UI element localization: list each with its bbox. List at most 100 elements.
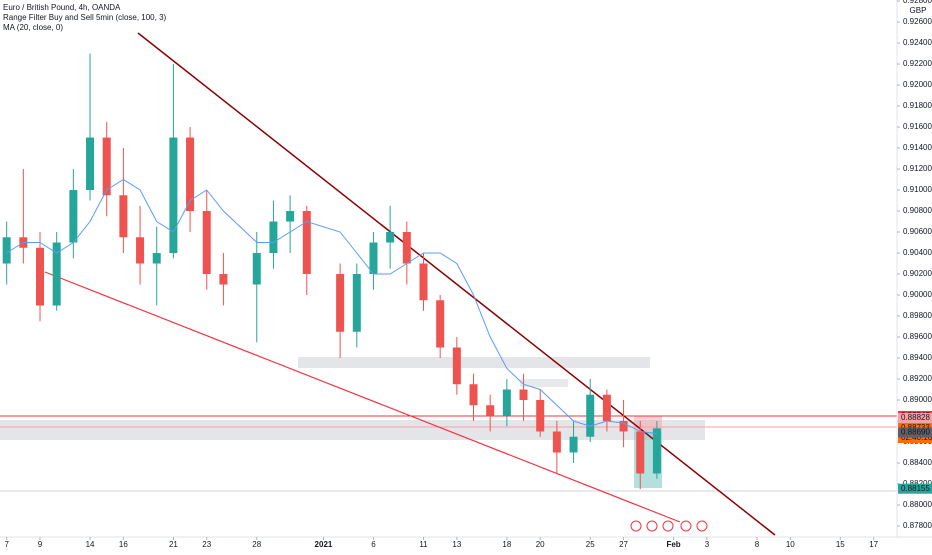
y-tick-label: 0.90000	[903, 290, 932, 299]
x-tick-label: 7	[4, 540, 9, 549]
candle-body	[636, 431, 645, 474]
toolbar-icons	[630, 520, 708, 532]
icon	[696, 520, 708, 532]
candle-body	[652, 428, 661, 474]
trend-line	[137, 32, 776, 536]
x-tick-label: 28	[252, 540, 261, 549]
price-tag	[898, 413, 932, 424]
price-tag-label: 0.88690	[901, 428, 930, 437]
x-tick-label: 6	[371, 540, 376, 549]
y-tick-label: 0.92400	[903, 38, 932, 47]
x-tick-label: 17	[869, 540, 878, 549]
y-tick-label: 0.92800	[903, 0, 932, 5]
legend-indicator: Range Filter Buy and Sell 5min (close, 1…	[3, 13, 167, 22]
candle-body	[519, 389, 528, 400]
trend-line	[44, 271, 681, 523]
x-tick-label: 15	[836, 540, 845, 549]
candle-body	[586, 394, 595, 437]
candle-body	[569, 436, 578, 453]
x-tick-label: 9	[38, 540, 43, 549]
x-tick-label: 23	[202, 540, 211, 549]
x-tick-label: 21	[169, 540, 178, 549]
candle-body	[136, 237, 145, 264]
legend: Euro / British Pound, 4h, OANDA Range Fi…	[3, 3, 167, 32]
y-tick-label: 0.92200	[903, 59, 932, 68]
y-tick-label: 0.90400	[903, 248, 932, 257]
y-tick-label: 0.92600	[903, 17, 932, 26]
candle-body	[436, 300, 445, 348]
candle-body	[119, 195, 128, 238]
x-tick-label: 20	[536, 540, 545, 549]
y-tick-label: 0.91600	[903, 122, 932, 131]
candle-body	[152, 253, 161, 264]
icon	[662, 520, 674, 532]
y-tick-label: 0.89800	[903, 311, 932, 320]
ma-line	[6, 178, 657, 435]
candle-body	[486, 405, 495, 416]
y-tick-label: 0.87800	[903, 521, 932, 530]
x-tick-label: 13	[452, 540, 461, 549]
y-tick-label: 0.88400	[903, 458, 932, 467]
candle-body	[602, 394, 611, 421]
candle-body	[469, 384, 478, 406]
zone	[520, 379, 568, 387]
candle-body	[552, 431, 561, 453]
icon	[646, 520, 658, 532]
candle-body	[69, 190, 78, 243]
candle-body	[169, 137, 178, 254]
plot	[2, 53, 661, 490]
x-tick-label: 14	[86, 540, 95, 549]
candle-body	[536, 399, 545, 432]
candle-body	[302, 211, 311, 275]
price-tag-label: 0.88828	[901, 413, 930, 422]
candle-body	[369, 242, 378, 275]
y-tick-label: 0.90200	[903, 269, 932, 278]
countdown-bg	[898, 433, 932, 444]
candle-body	[52, 242, 61, 306]
y-tick-label: 0.89600	[903, 332, 932, 341]
y-tick-label: 0.88000	[903, 500, 932, 509]
y-tick-label: 0.91000	[903, 185, 932, 194]
price-tag	[898, 483, 932, 494]
x-tick-label: 11	[419, 540, 428, 549]
y-tick-label: 0.91200	[903, 164, 932, 173]
candle-body	[252, 253, 261, 285]
x-tick-label: 3	[705, 540, 710, 549]
zone	[298, 357, 650, 368]
y-tick-label: 0.92000	[903, 80, 932, 89]
zone	[0, 420, 705, 440]
icon	[630, 520, 642, 532]
candle-body	[86, 137, 95, 191]
candle-body	[286, 211, 295, 222]
x-tick-label: 18	[502, 540, 511, 549]
x-tick-label: 10	[786, 540, 795, 549]
icon	[680, 520, 692, 532]
x-tick-label: 27	[619, 540, 628, 549]
candle-body	[102, 137, 111, 196]
y-tick-label: 0.90600	[903, 227, 932, 236]
y-tick-label: 0.89200	[903, 374, 932, 383]
y-tick-label: 0.89400	[903, 353, 932, 362]
x-tick-label: 2021	[315, 540, 333, 549]
candle-body	[202, 211, 211, 275]
candle-body	[419, 263, 428, 301]
y-tick-label: 0.89000	[903, 395, 932, 404]
x-tick-label: Feb	[666, 540, 680, 549]
legend-symbol: Euro / British Pound, 4h, OANDA	[3, 3, 121, 12]
candle-body	[352, 274, 361, 332]
price-tag-label: 0.88155	[901, 484, 930, 493]
y-tick-label: 0.88200	[903, 479, 932, 488]
candle-body	[269, 221, 278, 254]
candle-body	[219, 274, 228, 285]
legend-indicator: MA (20, close, 0)	[3, 23, 63, 32]
x-tick-label: 8	[755, 540, 760, 549]
candle-body	[452, 347, 461, 385]
candle-body	[402, 232, 411, 264]
y-tick-label: 0.91800	[903, 101, 932, 110]
candle-body	[336, 274, 345, 332]
candle-body	[502, 389, 511, 416]
x-tick-label: 25	[586, 540, 595, 549]
price-tag	[898, 427, 932, 438]
